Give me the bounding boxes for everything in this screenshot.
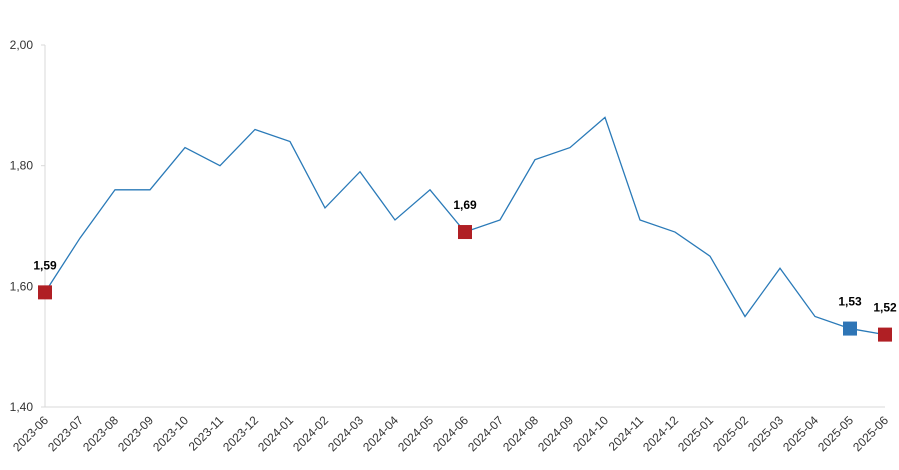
- x-tick-label: 2024-05: [395, 413, 436, 454]
- marker: [38, 285, 52, 300]
- x-tick-label: 2025-01: [675, 413, 716, 454]
- value-label: 1,59: [33, 258, 57, 272]
- x-tick-label: 2025-06: [850, 413, 891, 454]
- marker: [458, 225, 472, 240]
- marker: [843, 321, 857, 336]
- value-label: 1,53: [838, 295, 862, 309]
- x-tick-label: 2024-02: [290, 413, 331, 454]
- x-tick-label: 2023-09: [115, 413, 156, 454]
- value-label: 1,69: [453, 198, 477, 212]
- x-tick-label: 2023-07: [45, 413, 86, 454]
- x-tick-label: 2023-08: [80, 413, 121, 454]
- x-tick-label: 2024-08: [500, 413, 541, 454]
- x-tick-label: 2023-10: [150, 413, 191, 454]
- y-tick-label: 1,40: [10, 400, 34, 414]
- x-tick-label: 2024-03: [325, 413, 366, 454]
- x-tick-label: 2025-05: [815, 413, 856, 454]
- value-label: 1,52: [873, 301, 897, 315]
- x-tick-label: 2024-07: [465, 413, 506, 454]
- y-tick-label: 1,60: [10, 279, 34, 293]
- x-tick-label: 2025-03: [745, 413, 786, 454]
- x-tick-label: 2024-12: [640, 413, 681, 454]
- y-tick-label: 2,00: [10, 38, 34, 52]
- x-tick-label: 2024-04: [360, 413, 401, 454]
- x-tick-label: 2024-06: [430, 413, 471, 454]
- x-tick-label: 2023-12: [220, 413, 261, 454]
- x-tick-label: 2025-02: [710, 413, 751, 454]
- x-tick-label: 2025-04: [780, 413, 821, 454]
- x-tick-label: 2024-09: [535, 413, 576, 454]
- x-tick-label: 2024-01: [255, 413, 296, 454]
- marker: [878, 327, 892, 342]
- x-tick-label: 2023-11: [186, 413, 227, 454]
- x-tick-label: 2023-06: [10, 413, 51, 454]
- y-tick-label: 1,80: [10, 159, 34, 173]
- x-tick-label: 2024-10: [570, 413, 611, 454]
- x-tick-label: 2024-11: [606, 413, 647, 454]
